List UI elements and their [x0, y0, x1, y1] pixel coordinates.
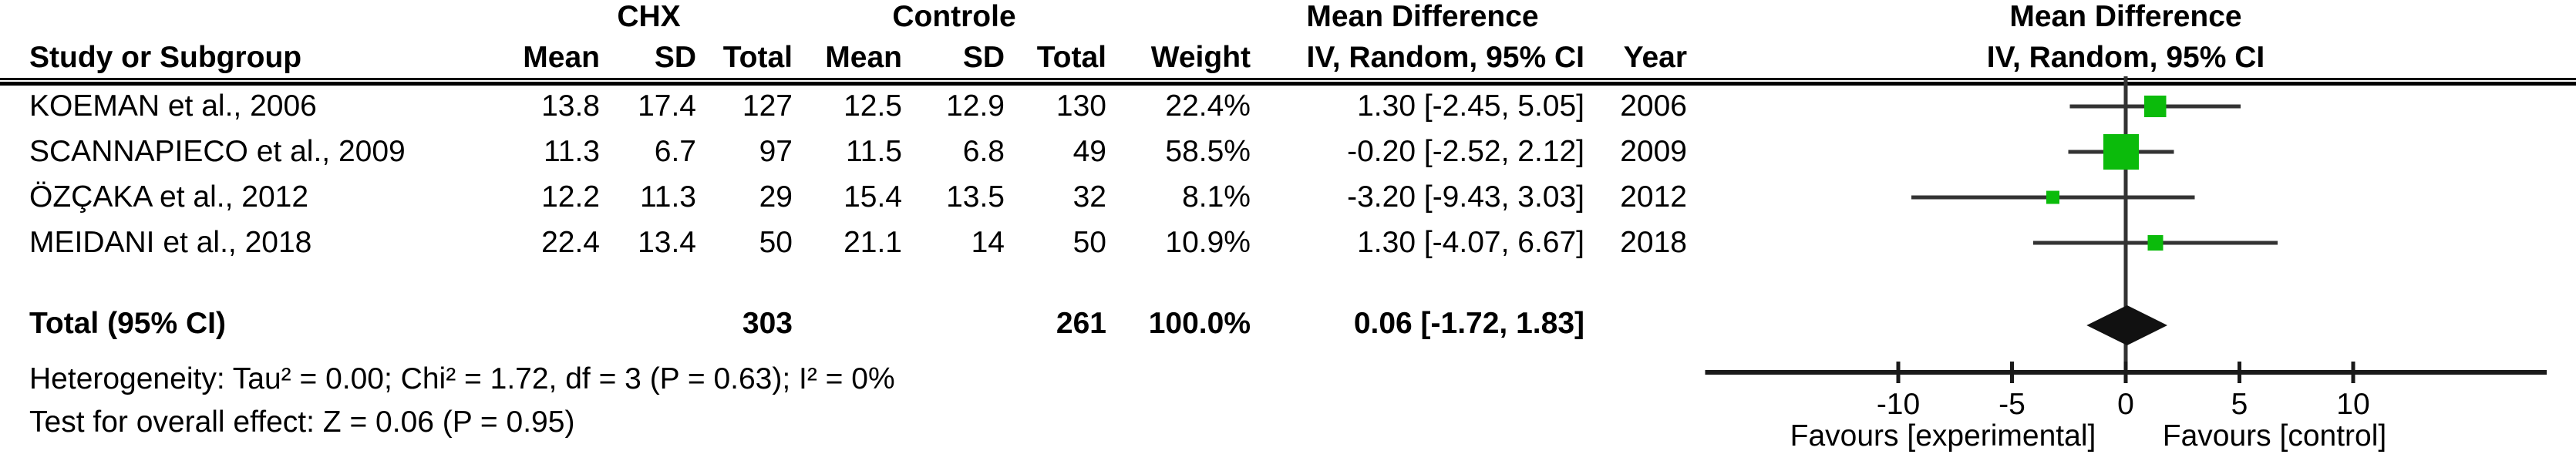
ci-cell: -3.20 [-9.43, 3.03] [1347, 180, 1584, 214]
effect-square [2144, 95, 2167, 118]
ctl-total-cell: 130 [1056, 89, 1106, 123]
year-cell: 2009 [1620, 135, 1687, 168]
effect-square [2046, 190, 2060, 204]
total-chx-n: 303 [742, 307, 793, 340]
chx-mean-cell: 22.4 [541, 226, 600, 259]
effect-square [2103, 134, 2140, 170]
chx-sd-cell: 13.4 [638, 226, 696, 259]
header-year: Year [1623, 41, 1687, 74]
weight-cell: 10.9% [1165, 226, 1251, 259]
axis-tick-label: -5 [1999, 388, 2025, 421]
study-name: KOEMAN et al., 2006 [29, 89, 317, 123]
chx-mean-cell: 11.3 [543, 135, 600, 168]
ctl-sd-cell: 13.5 [946, 180, 1005, 214]
header-group-experimental: CHX [617, 0, 681, 33]
chx-total-cell: 97 [759, 135, 793, 168]
ctl-total-cell: 32 [1072, 180, 1106, 214]
ctl-sd-cell: 12.9 [946, 89, 1005, 123]
axis-tick-label: 10 [2336, 388, 2369, 421]
header-mean-difference: Mean Difference [1306, 0, 1539, 33]
total-ci: 0.06 [-1.72, 1.83] [1353, 307, 1584, 340]
effect-square [2147, 235, 2164, 251]
ctl-mean-cell: 15.4 [844, 180, 902, 214]
axis-tick-label: 0 [2117, 388, 2134, 421]
header-chx-mean: Mean [523, 41, 600, 74]
chx-sd-cell: 6.7 [654, 135, 696, 168]
chx-mean-cell: 13.8 [541, 89, 600, 123]
ctl-sd-cell: 6.8 [962, 135, 1005, 168]
chx-mean-cell: 12.2 [541, 180, 600, 214]
ctl-mean-cell: 12.5 [844, 89, 902, 123]
axis-tick-label: -10 [1877, 388, 1920, 421]
year-cell: 2018 [1620, 226, 1687, 259]
chx-total-cell: 127 [742, 89, 793, 123]
total-label: Total (95% CI) [29, 307, 226, 340]
heterogeneity-text: Heterogeneity: Tau² = 0.00; Chi² = 1.72,… [29, 362, 895, 395]
header-group-control: Controle [892, 0, 1016, 33]
ci-cell: -0.20 [-2.52, 2.12] [1347, 135, 1584, 168]
header-study: Study or Subgroup [29, 41, 302, 74]
header-separator-thin [0, 78, 2576, 80]
favours-control-label: Favours [control] [2162, 419, 2387, 453]
year-cell: 2006 [1620, 89, 1687, 123]
study-name: MEIDANI et al., 2018 [29, 226, 312, 259]
header-weight: Weight [1150, 41, 1251, 74]
header-separator-thick [0, 82, 2576, 86]
header-ctl-total: Total [1036, 41, 1106, 74]
total-ctl-n: 261 [1056, 307, 1106, 340]
ctl-total-cell: 50 [1072, 226, 1106, 259]
study-name: ÖZÇAKA et al., 2012 [29, 180, 309, 214]
header-chx-sd: SD [654, 41, 696, 74]
ctl-mean-cell: 21.1 [844, 226, 902, 259]
plot-header-method: IV, Random, 95% CI [1986, 41, 2265, 74]
year-cell: 2012 [1620, 180, 1687, 214]
header-ctl-mean: Mean [825, 41, 902, 74]
ci-cell: 1.30 [-2.45, 5.05] [1357, 89, 1584, 123]
ctl-total-cell: 49 [1072, 135, 1106, 168]
chx-total-cell: 29 [759, 180, 793, 214]
ci-cell: 1.30 [-4.07, 6.67] [1357, 226, 1584, 259]
favours-experimental-label: Favours [experimental] [1790, 419, 2096, 453]
ctl-sd-cell: 14 [971, 226, 1005, 259]
weight-cell: 8.1% [1182, 180, 1251, 214]
header-ctl-sd: SD [962, 41, 1005, 74]
total-weight: 100.0% [1148, 307, 1251, 340]
header-chx-total: Total [722, 41, 793, 74]
plot-header-mean-difference: Mean Difference [2009, 0, 2242, 33]
chx-total-cell: 50 [759, 226, 793, 259]
weight-cell: 58.5% [1165, 135, 1251, 168]
header-method: IV, Random, 95% CI [1306, 41, 1584, 74]
ctl-mean-cell: 11.5 [845, 135, 902, 168]
overall-effect-text: Test for overall effect: Z = 0.06 (P = 0… [29, 405, 575, 439]
chx-sd-cell: 11.3 [639, 180, 696, 214]
summary-diamond [2086, 305, 2167, 345]
study-name: SCANNAPIECO et al., 2009 [29, 135, 406, 168]
chx-sd-cell: 17.4 [638, 89, 696, 123]
axis-tick-label: 5 [2231, 388, 2248, 421]
weight-cell: 22.4% [1165, 89, 1251, 123]
